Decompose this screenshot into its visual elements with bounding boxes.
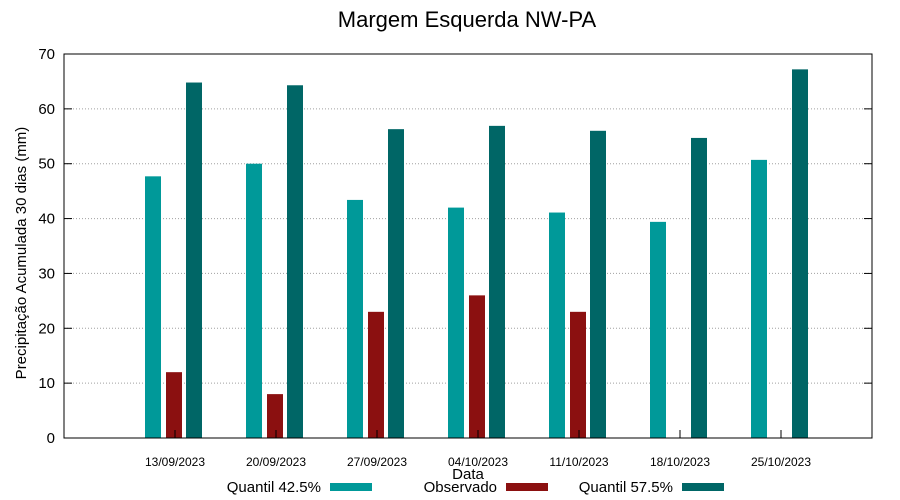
bar-observado — [469, 295, 485, 438]
bar-quantil-57-5 — [792, 69, 808, 439]
y-axis-label: Precipitação Acumulada 30 dias (mm) — [13, 127, 30, 380]
legend-label: Quantil 42.5% — [227, 479, 321, 496]
y-tick-label: 10 — [38, 375, 55, 392]
legend-swatch — [682, 483, 724, 491]
x-tick-label: 04/10/2023 — [448, 455, 508, 469]
bar-quantil-57-5 — [489, 125, 505, 438]
x-axis: 13/09/2023 20/09/2023 27/09/2023 04/10/2023… — [145, 430, 811, 469]
x-axis-label: Data — [452, 466, 484, 483]
bar-quantil-42-5 — [650, 221, 666, 438]
y-tick-label: 50 — [38, 156, 55, 173]
y-tick-label: 40 — [38, 211, 55, 228]
bar-observado — [166, 372, 182, 438]
bar-observado — [267, 394, 283, 438]
bar-quantil-42-5 — [448, 207, 464, 438]
y-tick-label: 70 — [38, 46, 55, 63]
bar-quantil-57-5 — [691, 137, 707, 438]
bars — [145, 69, 808, 439]
x-tick-label: 11/10/2023 — [549, 455, 608, 469]
y-tick-label: 0 — [47, 430, 55, 447]
x-tick-label: 18/10/2023 — [650, 455, 710, 469]
bar-observado — [368, 311, 384, 438]
grid — [64, 108, 872, 384]
bar-quantil-42-5 — [347, 199, 363, 438]
legend: Quantil 42.5% Observado Quantil 57.5% — [227, 479, 724, 496]
bar-quantil-57-5 — [287, 85, 303, 439]
x-tick-label: 25/10/2023 — [751, 455, 811, 469]
legend-swatch — [506, 483, 548, 491]
chart-title: Margem Esquerda NW-PA — [338, 7, 597, 32]
bar-quantil-42-5 — [145, 176, 161, 438]
bar-quantil-57-5 — [186, 82, 202, 439]
bar-observado — [570, 311, 586, 438]
bar-quantil-57-5 — [590, 130, 606, 439]
y-tick-label: 60 — [38, 101, 55, 118]
bar-quantil-42-5 — [751, 159, 767, 439]
bar-quantil-42-5 — [549, 212, 565, 438]
x-tick-label: 27/09/2023 — [347, 455, 407, 469]
y-tick-label: 20 — [38, 320, 55, 337]
x-tick-label: 20/09/2023 — [246, 455, 306, 469]
x-tick-label: 13/09/2023 — [145, 455, 205, 469]
plot-frame — [63, 53, 873, 439]
bar-quantil-42-5 — [246, 163, 262, 438]
y-axis: 0 10 20 30 40 50 60 70 — [38, 46, 872, 447]
bar-quantil-57-5 — [388, 129, 404, 438]
legend-swatch — [330, 483, 372, 491]
y-tick-label: 30 — [38, 265, 55, 282]
legend-label: Quantil 57.5% — [579, 479, 673, 496]
legend-label: Observado — [424, 479, 497, 496]
